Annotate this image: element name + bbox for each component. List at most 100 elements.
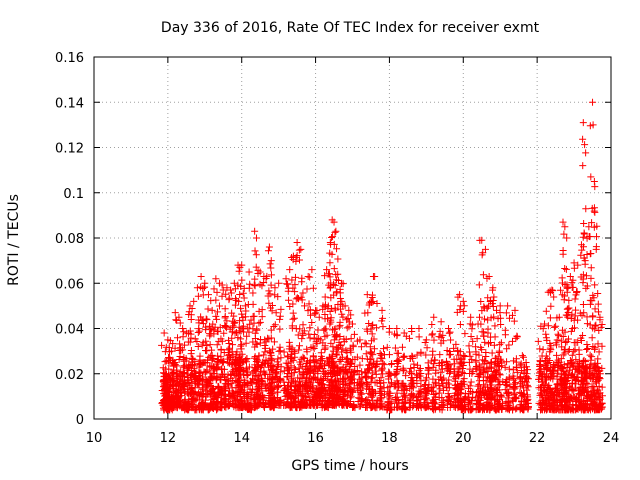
data-point <box>346 373 354 381</box>
data-point <box>495 386 503 394</box>
data-point <box>373 300 381 308</box>
data-point <box>568 310 576 318</box>
data-point <box>478 346 486 354</box>
data-point <box>598 321 606 329</box>
data-point <box>579 243 587 251</box>
y-tick-label: 0.12 <box>55 142 84 157</box>
data-point <box>271 321 279 329</box>
data-point <box>317 374 325 382</box>
data-point <box>291 365 299 373</box>
data-point <box>431 379 439 387</box>
data-point <box>160 329 168 337</box>
data-point <box>590 345 598 353</box>
y-tick-label: 0.16 <box>55 51 84 66</box>
data-point <box>565 366 573 374</box>
data-point <box>243 394 251 402</box>
data-point <box>510 382 518 390</box>
data-point <box>362 396 370 404</box>
data-point <box>589 343 597 351</box>
data-point <box>342 335 350 343</box>
data-point <box>574 261 582 269</box>
data-point <box>511 384 519 392</box>
data-point <box>332 350 340 358</box>
data-point <box>487 394 495 402</box>
data-point <box>331 306 339 314</box>
data-point <box>579 233 587 241</box>
data-point <box>274 293 282 301</box>
data-point <box>423 344 431 352</box>
data-point <box>376 349 384 357</box>
grid-layer <box>94 57 611 419</box>
data-point <box>445 325 453 332</box>
data-point <box>582 149 590 157</box>
data-point <box>550 400 558 408</box>
data-point <box>252 251 260 259</box>
data-point <box>235 323 243 331</box>
data-point <box>213 315 221 323</box>
data-point <box>505 365 513 373</box>
data-point <box>239 325 247 333</box>
data-point <box>179 333 187 341</box>
data-point <box>187 311 195 319</box>
data-point <box>378 306 386 314</box>
data-point <box>235 267 243 275</box>
data-point <box>572 356 580 364</box>
data-point <box>438 380 446 388</box>
data-point <box>220 329 228 337</box>
data-point <box>303 373 311 381</box>
data-point <box>197 369 205 377</box>
data-point <box>516 373 524 381</box>
data-point <box>347 311 355 319</box>
data-point <box>225 346 233 354</box>
data-point <box>276 325 284 333</box>
data-point <box>194 292 202 300</box>
data-point <box>583 401 591 409</box>
data-point <box>258 361 266 369</box>
data-point <box>494 381 502 389</box>
data-point <box>331 398 339 406</box>
data-point <box>594 405 602 413</box>
x-tick-label: 12 <box>160 431 177 446</box>
data-point <box>472 356 480 364</box>
data-point <box>572 291 580 299</box>
data-point <box>305 300 313 308</box>
data-point <box>335 323 343 331</box>
data-point <box>258 374 266 382</box>
data-point <box>314 370 322 378</box>
data-point <box>216 323 224 331</box>
data-point <box>583 394 591 402</box>
data-point <box>416 372 424 380</box>
data-point <box>346 380 354 388</box>
data-point <box>244 405 252 413</box>
x-tick-label: 24 <box>603 431 620 446</box>
data-point <box>596 316 604 324</box>
data-point <box>427 387 435 395</box>
data-point <box>273 378 281 386</box>
data-point <box>207 297 215 305</box>
data-point <box>436 373 444 381</box>
data-point <box>338 297 346 305</box>
data-point <box>346 344 354 352</box>
data-point <box>332 227 340 235</box>
data-point <box>429 347 437 355</box>
x-tick-label: 16 <box>307 431 324 446</box>
data-point <box>551 384 559 392</box>
data-point <box>188 304 196 312</box>
data-point <box>238 350 246 358</box>
data-point <box>326 320 334 328</box>
data-point <box>447 350 455 358</box>
data-point <box>503 358 511 366</box>
data-point <box>334 255 342 263</box>
data-point <box>512 364 520 372</box>
data-point <box>267 257 275 265</box>
data-point <box>203 366 211 374</box>
data-point <box>260 403 268 411</box>
chart-title: Day 336 of 2016, Rate Of TEC Index for r… <box>161 20 540 36</box>
data-point <box>561 223 569 231</box>
data-point <box>562 371 570 379</box>
data-point <box>261 344 269 352</box>
data-point <box>232 356 240 364</box>
data-point <box>176 340 184 348</box>
data-point <box>214 394 222 402</box>
data-point <box>267 264 275 272</box>
